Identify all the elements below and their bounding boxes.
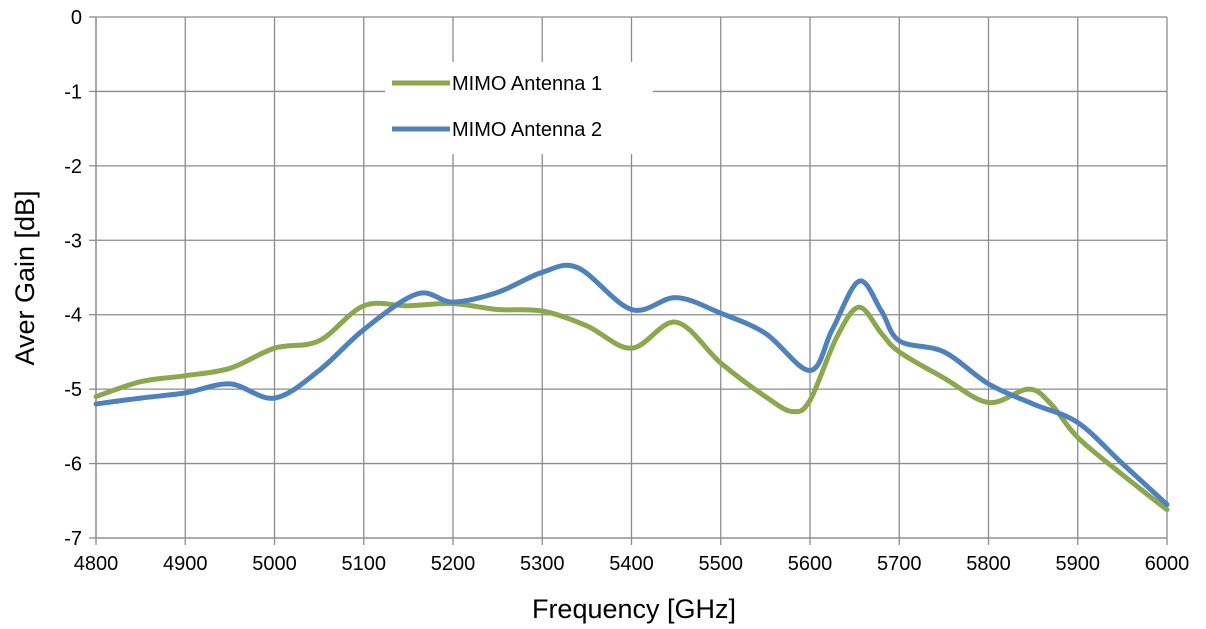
x-tick-label: 4800: [74, 553, 119, 575]
x-tick-label: 6000: [1145, 553, 1190, 575]
x-tick-label: 5100: [342, 553, 387, 575]
y-tick-label: -7: [64, 528, 82, 550]
series-line-mimo-antenna-1: [93, 300, 1170, 513]
x-tick-label: 5000: [252, 553, 297, 575]
legend-label-mimo-antenna-1: MIMO Antenna 1: [452, 73, 602, 95]
y-tick-label: -2: [64, 156, 82, 178]
series-line-mimo-antenna-2: [93, 262, 1170, 507]
x-tick-label: 4900: [163, 553, 208, 575]
x-tick-label: 5500: [699, 553, 744, 575]
y-tick-label: -1: [64, 81, 82, 103]
x-tick-labels: 4800 4900 5000 5100 5200 5300 5400 5500 5600 5700…: [74, 553, 1190, 575]
legend-label-mimo-antenna-2: MIMO Antenna 2: [452, 119, 602, 141]
y-tick-labels: 0 -1 -2 -3 -4 -5 -6 -7: [64, 7, 82, 550]
y-tick-label: -4: [64, 305, 82, 327]
y-tick-label: 0: [71, 7, 82, 29]
x-tick-label: 5900: [1056, 553, 1101, 575]
y-tick-label: -5: [64, 379, 82, 401]
legend-background: [385, 62, 653, 154]
y-tick-label: -3: [64, 230, 82, 252]
legend: MIMO Antenna 1 MIMO Antenna 2: [385, 62, 653, 154]
x-tick-label: 5700: [877, 553, 922, 575]
x-tick-label: 5400: [609, 553, 654, 575]
x-axis-title: Frequency [GHz]: [532, 594, 736, 624]
x-tick-label: 5800: [966, 553, 1011, 575]
series-lines: [93, 262, 1170, 513]
x-tick-label: 5200: [431, 553, 476, 575]
x-tick-label: 5300: [520, 553, 565, 575]
y-tick-label: -6: [64, 454, 82, 476]
y-axis-title: Aver Gain [dB]: [10, 190, 40, 365]
x-tick-label: 5600: [788, 553, 833, 575]
